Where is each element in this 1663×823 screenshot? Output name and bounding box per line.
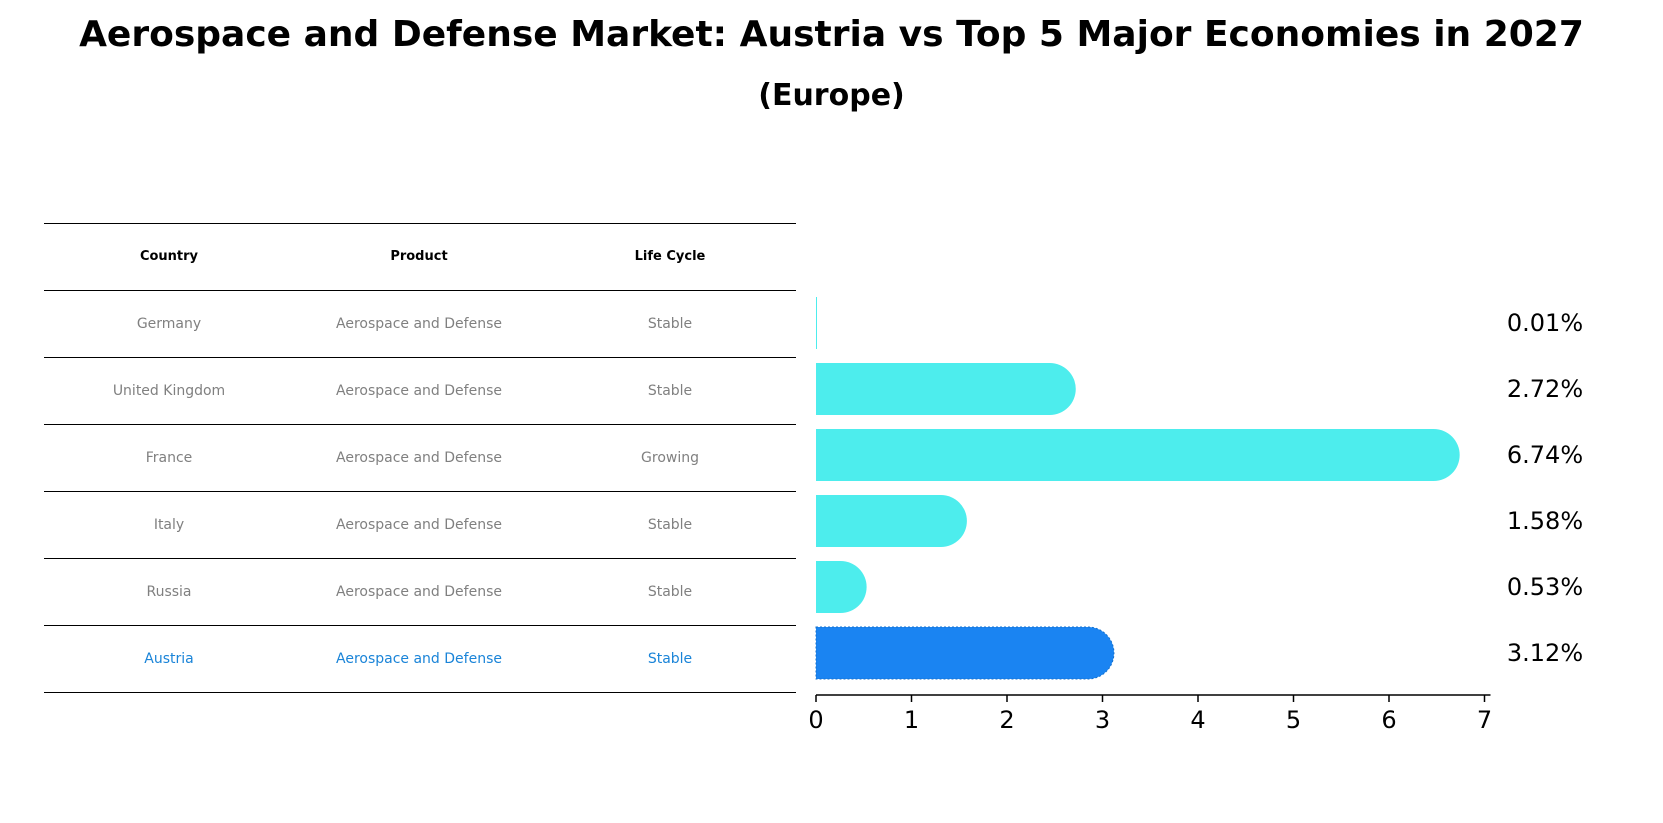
value-label: 3.12% bbox=[1507, 639, 1583, 667]
product-cell: Aerospace and Defense bbox=[336, 383, 502, 399]
chart-title: Aerospace and Defense Market: Austria vs… bbox=[79, 14, 1584, 55]
life-cycle-cell: Growing bbox=[641, 450, 699, 466]
table-row-highlighted: Austria Aerospace and Defense Stable bbox=[44, 625, 796, 693]
header-product: Product bbox=[390, 249, 448, 264]
product-cell: Aerospace and Defense bbox=[336, 651, 502, 667]
product-cell: Aerospace and Defense bbox=[336, 584, 502, 600]
life-cycle-cell: Stable bbox=[647, 651, 693, 667]
country-cell: France bbox=[145, 450, 193, 466]
value-label: 0.01% bbox=[1507, 309, 1583, 337]
value-label: 6.74% bbox=[1507, 441, 1583, 469]
table-row: Italy Aerospace and Defense Stable bbox=[44, 491, 796, 558]
country-cell: United Kingdom bbox=[112, 383, 226, 399]
bar-france bbox=[816, 429, 1460, 481]
bar-austria bbox=[815, 626, 1115, 680]
country-cell: Italy bbox=[153, 517, 185, 533]
product-cell: Aerospace and Defense bbox=[336, 316, 502, 332]
value-label: 2.72% bbox=[1507, 375, 1583, 403]
product-cell: Aerospace and Defense bbox=[336, 450, 502, 466]
data-table: Country Product Life Cycle Germany Aeros… bbox=[44, 223, 796, 693]
x-tick-label: 4 bbox=[1190, 706, 1205, 734]
bar-germany bbox=[816, 297, 817, 349]
x-tick-label: 3 bbox=[1095, 706, 1110, 734]
x-tick-label: 5 bbox=[1286, 706, 1301, 734]
header-country: Country bbox=[139, 249, 199, 264]
chart-subtitle: (Europe) bbox=[758, 78, 905, 113]
x-tick-label: 2 bbox=[999, 706, 1014, 734]
table-row: United Kingdom Aerospace and Defense Sta… bbox=[44, 357, 796, 424]
country-cell: Russia bbox=[146, 584, 192, 600]
bar-italy bbox=[816, 495, 967, 547]
x-tick-label: 7 bbox=[1477, 706, 1492, 734]
life-cycle-cell: Stable bbox=[647, 517, 693, 533]
x-tick-label: 1 bbox=[904, 706, 919, 734]
life-cycle-cell: Stable bbox=[647, 584, 693, 600]
country-cell: Germany bbox=[136, 316, 202, 332]
table-header-row: Country Product Life Cycle bbox=[44, 223, 796, 290]
bar-russia bbox=[816, 561, 867, 613]
bar-united-kingdom bbox=[816, 363, 1076, 415]
x-tick-label: 6 bbox=[1381, 706, 1396, 734]
value-label: 0.53% bbox=[1507, 573, 1583, 601]
life-cycle-cell: Stable bbox=[647, 383, 693, 399]
table-row: France Aerospace and Defense Growing bbox=[44, 424, 796, 491]
table-row: Russia Aerospace and Defense Stable bbox=[44, 558, 796, 625]
life-cycle-cell: Stable bbox=[647, 316, 693, 332]
country-cell: Austria bbox=[144, 651, 194, 667]
table-row: Germany Aerospace and Defense Stable bbox=[44, 290, 796, 357]
x-tick-label: 0 bbox=[808, 706, 823, 734]
product-cell: Aerospace and Defense bbox=[336, 517, 502, 533]
header-life-cycle: Life Cycle bbox=[634, 249, 706, 264]
value-label: 1.58% bbox=[1507, 507, 1583, 535]
